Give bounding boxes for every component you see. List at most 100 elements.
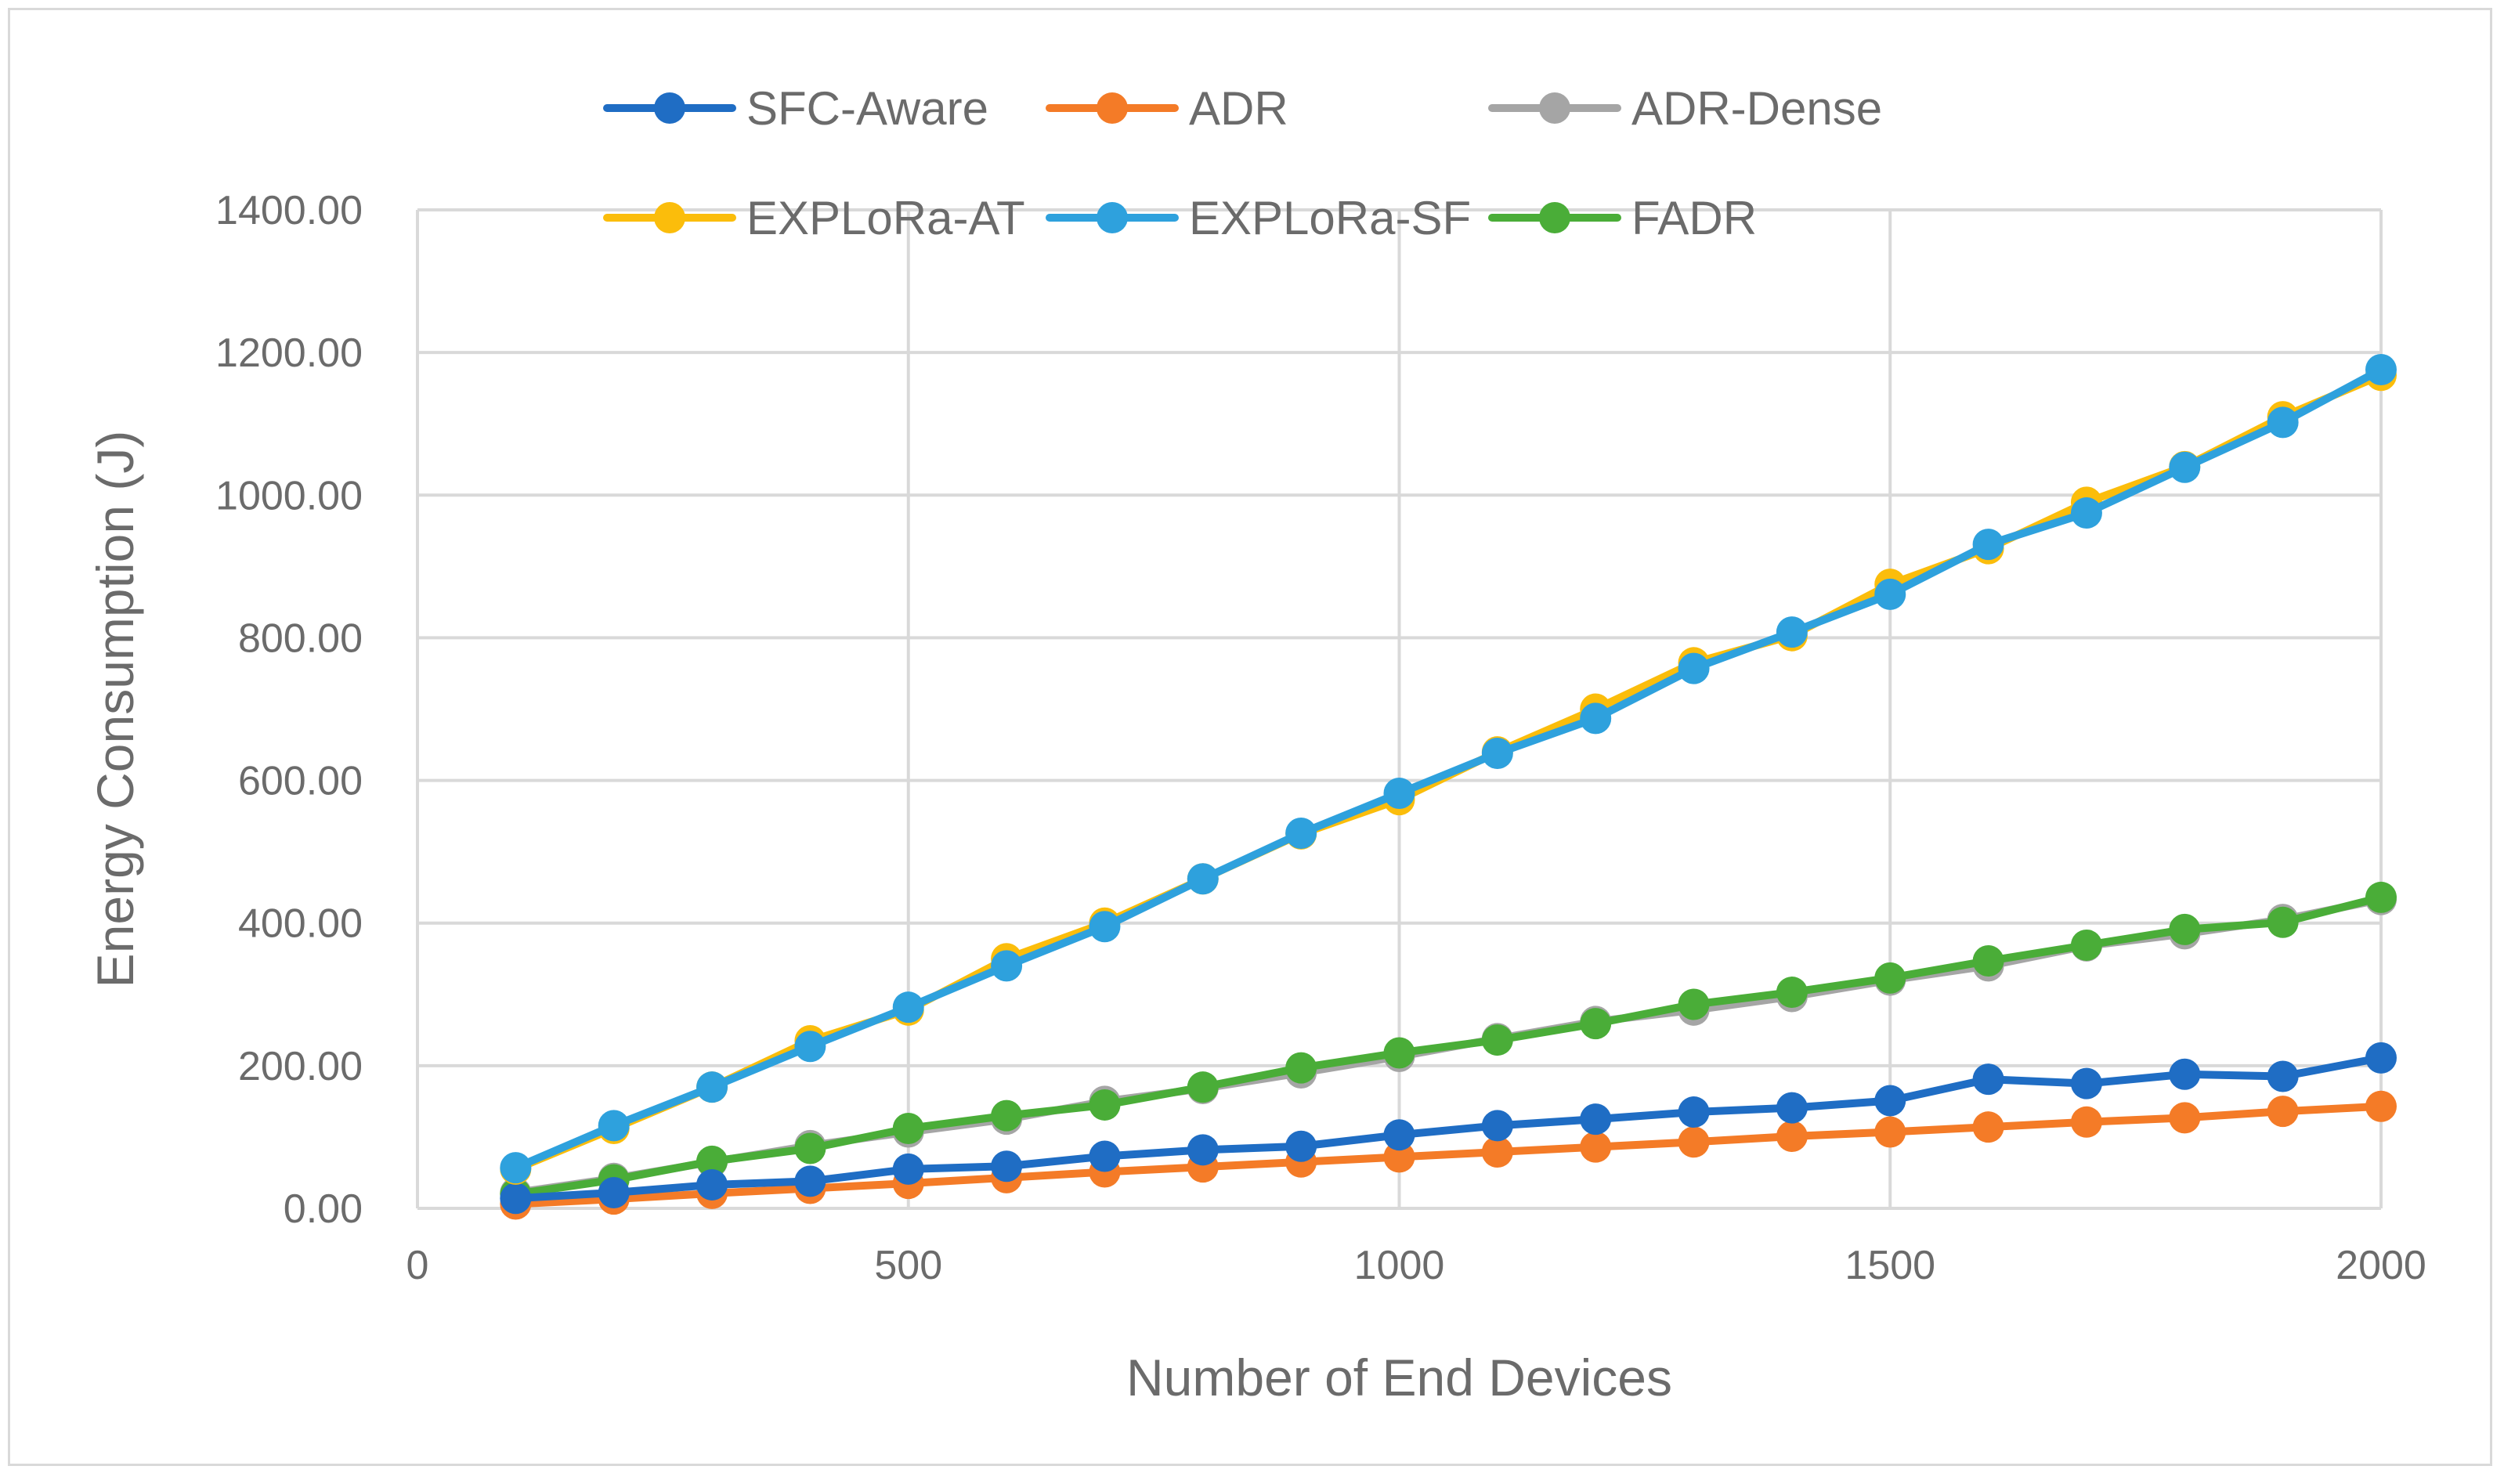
y-tick-label: 1200.00 [215, 330, 363, 376]
legend-label-sfc-aware: SFC-Aware [746, 82, 988, 135]
legend-item-explora-at: EXPLoRa-AT [603, 192, 1025, 244]
data-point-fadr [2070, 929, 2102, 961]
chart-frame [8, 8, 2492, 1466]
data-point-sfc-aware [892, 1153, 924, 1185]
x-axis-title: Number of End Devices [1126, 1349, 1672, 1406]
data-point-adr [2365, 1090, 2397, 1122]
data-point-explora-sf [794, 1031, 826, 1063]
legend-label-adr-dense: ADR-Dense [1631, 82, 1882, 135]
y-tick-label: 800.00 [238, 616, 363, 661]
y-tick-label: 1400.00 [215, 188, 363, 233]
data-point-fadr [1580, 1008, 1612, 1040]
data-point-sfc-aware [1187, 1134, 1219, 1166]
legend-marker-explora-at [654, 202, 685, 233]
data-point-sfc-aware [1776, 1092, 1808, 1124]
y-tick-label: 200.00 [238, 1044, 363, 1089]
legend-label-adr: ADR [1189, 82, 1288, 135]
data-point-sfc-aware [500, 1183, 532, 1215]
legend-marker-sfc-aware [654, 92, 685, 124]
series-line-adr [511, 1102, 2385, 1208]
legend-marker-adr [1097, 92, 1128, 124]
data-point-sfc-aware [2267, 1060, 2299, 1092]
data-point-sfc-aware [1678, 1096, 1710, 1128]
data-point-explora-sf [1089, 911, 1121, 943]
data-point-fadr [1481, 1024, 1513, 1056]
data-point-fadr [1972, 944, 2004, 977]
legend-item-adr: ADR [1046, 82, 1288, 135]
data-point-explora-sf [991, 950, 1023, 982]
data-point-explora-sf [500, 1152, 532, 1184]
data-point-adr [1678, 1126, 1710, 1158]
data-point-fadr [1874, 962, 1906, 994]
data-point-fadr [1678, 988, 1710, 1020]
x-tick-label: 0 [406, 1243, 429, 1288]
y-tick-label: 400.00 [238, 901, 363, 947]
series-line-explora-sf [511, 366, 2385, 1172]
data-point-fadr [1187, 1071, 1219, 1103]
data-point-explora-sf [1874, 578, 1906, 610]
data-point-explora-sf [1776, 616, 1808, 648]
data-point-sfc-aware [2365, 1042, 2397, 1074]
data-point-sfc-aware [1972, 1063, 2004, 1096]
data-point-explora-sf [2365, 354, 2397, 385]
y-tick-label: 1000.00 [215, 473, 363, 518]
data-point-fadr [1089, 1089, 1121, 1121]
series-fadr [500, 881, 2397, 1210]
series-group [500, 354, 2397, 1220]
legend-item-fadr: FADR [1488, 192, 1757, 244]
data-point-sfc-aware [1481, 1110, 1513, 1142]
data-point-fadr [1383, 1037, 1415, 1069]
data-point-adr [1481, 1136, 1513, 1168]
data-point-adr [2169, 1102, 2201, 1134]
data-point-sfc-aware [1874, 1085, 1906, 1117]
data-point-adr [1972, 1111, 2004, 1143]
data-point-fadr [991, 1099, 1023, 1132]
data-point-explora-sf [1481, 737, 1513, 769]
data-point-sfc-aware [1580, 1103, 1612, 1136]
data-point-explora-sf [1187, 863, 1219, 895]
legend-item-explora-sf: EXPLoRa-SF [1046, 192, 1471, 244]
series-line-sfc-aware [511, 1053, 2385, 1203]
data-point-explora-sf [2267, 406, 2299, 439]
data-point-fadr [1776, 977, 1808, 1009]
axes: 0.00 200.00 400.00 600.00 800.00 1000.00 1200.… [215, 188, 2426, 1288]
data-point-explora-sf [1678, 652, 1710, 684]
data-point-adr [1874, 1116, 1906, 1148]
data-point-fadr [2267, 906, 2299, 938]
data-point-explora-sf [1580, 702, 1612, 735]
legend-label-explora-at: EXPLoRa-AT [746, 192, 1025, 244]
data-point-explora-sf [2169, 451, 2201, 483]
legend-label-explora-sf: EXPLoRa-SF [1189, 192, 1471, 244]
x-tick-label: 1500 [1845, 1243, 1935, 1288]
data-point-fadr [2365, 881, 2397, 913]
data-point-sfc-aware [1285, 1130, 1317, 1162]
data-point-sfc-aware [991, 1150, 1023, 1183]
data-point-explora-sf [892, 991, 924, 1024]
series-explora-sf [500, 354, 2397, 1184]
data-point-sfc-aware [794, 1165, 826, 1197]
grid [416, 208, 2383, 1210]
x-tick-label: 1000 [1354, 1243, 1445, 1288]
data-point-adr [1383, 1141, 1415, 1173]
x-tick-label: 2000 [2336, 1243, 2426, 1288]
legend: SFC-Aware ADR ADR-Dense EXPLoRa-AT EXPLoRa-S… [603, 82, 1882, 244]
data-point-sfc-aware [1383, 1119, 1415, 1151]
data-point-fadr [794, 1132, 826, 1164]
legend-item-sfc-aware: SFC-Aware [603, 82, 988, 135]
y-axis-title: Energy Consumption (J) [86, 431, 144, 988]
legend-label-fadr: FADR [1631, 192, 1757, 244]
data-point-fadr [1285, 1052, 1317, 1084]
data-point-explora-sf [2070, 497, 2102, 529]
series-sfc-aware [500, 1042, 2397, 1215]
data-point-explora-sf [696, 1071, 728, 1103]
y-tick-label: 600.00 [238, 759, 363, 804]
data-point-fadr [2169, 913, 2201, 945]
data-point-fadr [892, 1113, 924, 1144]
legend-marker-fadr [1539, 202, 1570, 233]
data-point-adr [1580, 1131, 1612, 1163]
legend-marker-explora-sf [1097, 202, 1128, 233]
data-point-sfc-aware [2169, 1058, 2201, 1090]
data-point-fadr [696, 1145, 728, 1177]
x-tick-label: 500 [874, 1243, 942, 1288]
